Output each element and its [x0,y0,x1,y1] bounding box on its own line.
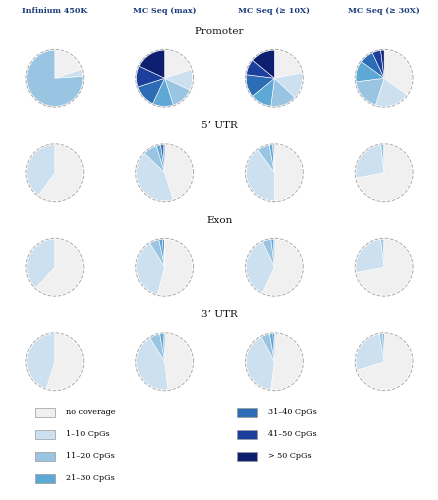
Wedge shape [246,337,274,390]
Wedge shape [357,334,411,390]
Wedge shape [262,239,302,296]
Wedge shape [136,338,168,390]
Wedge shape [163,144,164,173]
Wedge shape [144,146,164,173]
Wedge shape [269,334,274,362]
Text: 11–20 CpGs: 11–20 CpGs [66,452,114,460]
Text: MC Seq (≥ 10X): MC Seq (≥ 10X) [238,7,310,15]
Wedge shape [164,70,192,90]
Wedge shape [164,78,190,105]
Text: 5’ UTR: 5’ UTR [201,121,237,130]
Wedge shape [274,73,302,98]
Bar [237,452,256,460]
Wedge shape [149,240,164,268]
Wedge shape [160,144,164,173]
Wedge shape [355,62,383,82]
Wedge shape [355,334,383,370]
Wedge shape [246,150,274,201]
Wedge shape [261,334,274,362]
Text: 31–40 CpGs: 31–40 CpGs [267,408,316,416]
Wedge shape [46,334,83,390]
Wedge shape [156,145,164,173]
Wedge shape [246,242,274,292]
Wedge shape [355,240,383,272]
Wedge shape [55,70,83,78]
Wedge shape [164,50,191,78]
Wedge shape [136,66,164,87]
Wedge shape [35,239,83,296]
Wedge shape [27,239,55,288]
Wedge shape [360,53,383,78]
Wedge shape [272,334,274,362]
Wedge shape [246,74,274,96]
Wedge shape [382,239,383,268]
Wedge shape [355,145,383,178]
Wedge shape [138,78,164,104]
Wedge shape [356,144,411,201]
Wedge shape [163,334,164,362]
Text: MC Seq (≥ 30X): MC Seq (≥ 30X) [347,7,419,15]
Wedge shape [270,239,274,268]
Wedge shape [139,50,164,78]
Wedge shape [159,240,164,268]
Wedge shape [157,239,192,296]
Text: 3’ UTR: 3’ UTR [201,310,237,319]
Wedge shape [162,239,164,268]
Wedge shape [356,78,383,105]
Wedge shape [27,144,55,196]
Text: Promoter: Promoter [194,26,244,36]
Text: 41–50 CpGs: 41–50 CpGs [267,430,316,438]
Wedge shape [164,144,192,200]
Wedge shape [273,144,274,173]
Wedge shape [378,334,383,362]
Wedge shape [380,239,383,268]
Wedge shape [371,50,383,78]
Wedge shape [262,240,274,268]
Bar [35,430,55,438]
Wedge shape [274,50,301,78]
Wedge shape [374,78,406,106]
Text: no coverage: no coverage [66,408,115,416]
Wedge shape [380,144,383,173]
Wedge shape [383,50,411,95]
Wedge shape [273,239,274,268]
Wedge shape [356,239,411,296]
Wedge shape [149,334,164,362]
Bar [35,474,55,482]
Wedge shape [136,154,173,201]
Wedge shape [252,50,274,78]
Text: MC Seq (max): MC Seq (max) [133,7,196,15]
Wedge shape [252,78,274,106]
Bar [237,430,256,438]
Text: > 50 CpGs: > 50 CpGs [267,452,311,460]
Wedge shape [274,144,302,201]
Text: Exon: Exon [206,216,232,224]
Wedge shape [270,334,302,390]
Wedge shape [257,145,274,173]
Wedge shape [382,334,383,362]
Wedge shape [152,78,173,106]
Wedge shape [272,144,274,173]
Wedge shape [270,78,294,106]
Text: 1–10 CpGs: 1–10 CpGs [66,430,109,438]
Wedge shape [136,244,164,294]
Text: Infinium 450K: Infinium 450K [22,7,87,15]
Bar [35,452,55,460]
Wedge shape [164,334,192,390]
Wedge shape [382,144,383,173]
Bar [35,408,55,416]
Text: 21–30 CpGs: 21–30 CpGs [66,474,114,482]
Wedge shape [38,144,83,201]
Bar [237,408,256,416]
Wedge shape [268,144,274,173]
Wedge shape [380,50,383,78]
Wedge shape [55,50,81,78]
Wedge shape [27,334,55,388]
Wedge shape [27,50,83,106]
Wedge shape [159,334,164,362]
Wedge shape [246,60,274,78]
